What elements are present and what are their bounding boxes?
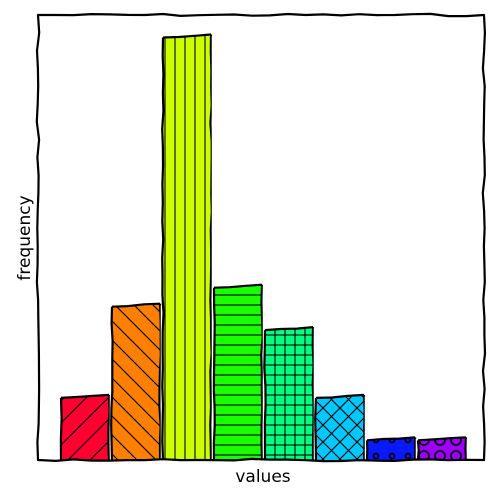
bar-8 — [416, 436, 469, 461]
bar-5 — [263, 326, 316, 460]
bar-outline-6 — [314, 393, 366, 461]
bar-outline-5 — [263, 326, 315, 460]
bar-4 — [212, 283, 265, 461]
bar-outline-4 — [212, 283, 264, 461]
bar-fill-1 — [61, 394, 109, 460]
bar-outline-1 — [59, 393, 111, 461]
bar-outline-7 — [365, 436, 417, 461]
bar-7 — [365, 436, 418, 461]
bar-fill-5 — [265, 327, 313, 460]
bar-6 — [314, 393, 367, 461]
bar-fill-7 — [367, 437, 415, 460]
bar-3 — [161, 33, 214, 461]
bar-outline-2 — [110, 302, 162, 461]
plot-frame — [35, 12, 487, 463]
bar-outline-3 — [161, 33, 213, 461]
bar-fill-8 — [418, 437, 466, 460]
bar-fill-3 — [163, 34, 211, 460]
bar-fill-6 — [316, 394, 364, 460]
bar-1 — [59, 393, 112, 461]
bar-fill-2 — [112, 303, 160, 460]
bar-outline-8 — [416, 436, 468, 461]
bar-fill-4 — [214, 284, 262, 460]
bar-2 — [110, 302, 163, 461]
y-axis-label: frequency — [15, 195, 35, 280]
bars-group — [59, 33, 469, 461]
x-axis-label: values — [235, 467, 290, 487]
